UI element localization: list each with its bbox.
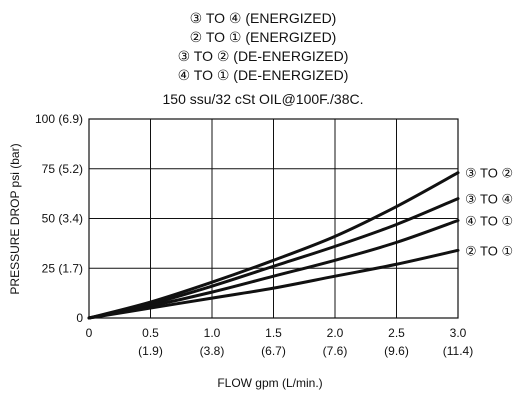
y-tick-label: 50 (3.4) bbox=[42, 212, 83, 226]
x-tick-sublabel: (1.9) bbox=[138, 344, 163, 358]
x-tick-label: 1.5 bbox=[265, 326, 282, 340]
series-label: ③ TO ② bbox=[465, 166, 513, 181]
series-line bbox=[87, 197, 460, 320]
plot-grid bbox=[89, 119, 458, 318]
header-line-3: ③ TO ② (DE-ENERGIZED) bbox=[178, 48, 349, 64]
chart-header: ③ TO ④ (ENERGIZED) ② TO ① (ENERGIZED) ③ … bbox=[163, 10, 364, 107]
series-lines bbox=[87, 171, 460, 320]
series-label: ③ TO ④ bbox=[465, 192, 513, 207]
header-line-1: ③ TO ④ (ENERGIZED) bbox=[190, 10, 337, 26]
plot-border bbox=[88, 118, 459, 319]
x-tick-sublabel: (7.6) bbox=[323, 344, 348, 358]
y-tick-label: 0 bbox=[76, 311, 83, 325]
series-label: ④ TO ① bbox=[465, 213, 513, 228]
y-tick-label: 100 (6.9) bbox=[35, 112, 83, 126]
x-axis-label: FLOW gpm (L/min.) bbox=[217, 376, 322, 390]
header-line-4: ④ TO ① (DE-ENERGIZED) bbox=[178, 67, 349, 83]
x-tick-sublabel: (3.8) bbox=[200, 344, 225, 358]
chart-subtitle: 150 ssu/32 cSt OIL@100F./38C. bbox=[163, 91, 364, 107]
y-axis-label: PRESSURE DROP psi (bar) bbox=[8, 143, 22, 294]
plot-frame bbox=[88, 118, 459, 319]
y-tick-label: 75 (5.2) bbox=[42, 162, 83, 176]
header-line-2: ② TO ① (ENERGIZED) bbox=[190, 29, 337, 45]
x-tick-label: 3.0 bbox=[450, 326, 467, 340]
x-tick-label: 2.0 bbox=[327, 326, 344, 340]
y-tick-label: 25 (1.7) bbox=[42, 261, 83, 275]
x-tick-sublabel: (9.6) bbox=[384, 344, 409, 358]
series-labels: ③ TO ② ③ TO ④ ④ TO ① ② TO ① bbox=[465, 166, 513, 259]
x-tick-label: 0 bbox=[86, 326, 93, 340]
series-label: ② TO ① bbox=[465, 243, 513, 258]
x-tick-label: 0.5 bbox=[142, 326, 159, 340]
x-tick-sublabel: (6.7) bbox=[261, 344, 286, 358]
y-axis-ticks: 0 25 (1.7) 50 (3.4) 75 (5.2) 100 (6.9) bbox=[35, 112, 83, 325]
series-line bbox=[87, 171, 460, 320]
x-tick-label: 2.5 bbox=[388, 326, 405, 340]
series-line bbox=[87, 248, 460, 320]
series-line bbox=[87, 218, 460, 320]
x-tick-sublabel: (11.4) bbox=[443, 344, 473, 358]
x-tick-label: 1.0 bbox=[204, 326, 221, 340]
x-axis-ticks: 0 0.5 (1.9) 1.0 (3.8) 1.5 (6.7) 2.0 (7.6) 2.5 (9.6… bbox=[86, 326, 474, 358]
